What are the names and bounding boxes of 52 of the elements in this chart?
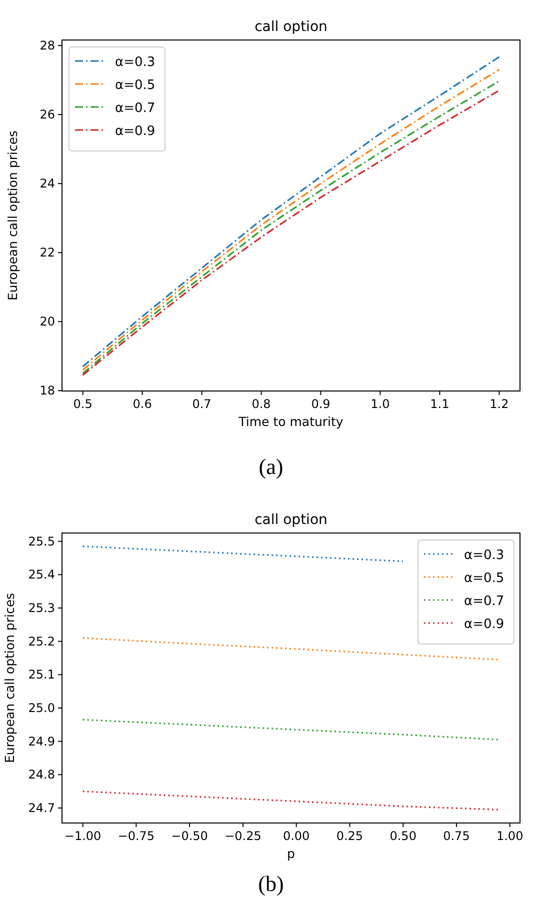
x-tick-label: 1.0 (370, 397, 390, 411)
y-tick-label: 25.0 (28, 701, 55, 715)
y-axis-title: European call option prices (2, 592, 17, 764)
y-tick-label: 25.1 (28, 668, 55, 682)
y-tick-label: 24.7 (28, 801, 55, 815)
legend-label: α=0.9 (115, 124, 156, 139)
x-tick-label: −0.25 (224, 829, 262, 843)
x-tick-label: 0.75 (443, 829, 470, 843)
legend-label: α=0.7 (464, 594, 504, 609)
legend-label: α=0.3 (115, 55, 156, 70)
y-tick-label: 20 (40, 314, 55, 329)
x-tick-label: 0.8 (252, 397, 271, 411)
y-tick-label: 25.4 (28, 568, 55, 582)
chart-title: call option (254, 19, 328, 35)
y-tick-label: 25.2 (28, 634, 55, 648)
x-tick-label: 1.2 (490, 397, 509, 411)
legend-label: α=0.5 (115, 78, 156, 93)
x-tick-label: 1.1 (430, 397, 450, 411)
y-tick-label: 24.9 (28, 734, 55, 748)
y-tick-label: 25.3 (28, 601, 55, 615)
x-axis-title: p (287, 846, 296, 861)
y-tick-label: 28 (40, 38, 55, 53)
legend-label: α=0.5 (464, 571, 504, 586)
x-tick-label: 0.7 (192, 397, 212, 411)
y-tick-label: 25.5 (28, 534, 55, 548)
line-series (82, 718, 500, 740)
chart-title: call option (254, 512, 328, 528)
x-axis-title: Time to maturity (238, 414, 344, 429)
x-tick-label: 0.00 (282, 829, 310, 843)
y-tick-label: 18 (40, 384, 55, 398)
x-tick-label: −1.00 (64, 829, 102, 843)
x-tick-label: 0.50 (390, 829, 416, 843)
line-series (82, 790, 500, 810)
y-tick-label: 26 (40, 108, 55, 122)
x-tick-label: 0.5 (73, 397, 92, 411)
x-tick-label: 0.6 (132, 397, 152, 411)
x-tick-label: 0.25 (336, 829, 364, 843)
text: (a) (258, 454, 284, 479)
y-tick-label: 24 (40, 176, 55, 191)
legend-label: α=0.9 (464, 617, 504, 632)
x-tick-label: 0.9 (311, 397, 330, 411)
y-tick-label: 24.8 (28, 768, 55, 782)
legend-label: α=0.7 (115, 101, 156, 116)
legend-label: α=0.3 (464, 548, 504, 563)
text: (b) (258, 871, 284, 896)
line-series (82, 637, 500, 660)
x-tick-label: 1.00 (496, 829, 524, 843)
x-tick-label: −0.75 (118, 829, 155, 843)
y-tick-label: 22 (40, 246, 55, 260)
x-tick-label: −0.50 (171, 829, 208, 843)
line-series (82, 546, 404, 562)
y-axis-title: European call option prices (5, 130, 20, 301)
